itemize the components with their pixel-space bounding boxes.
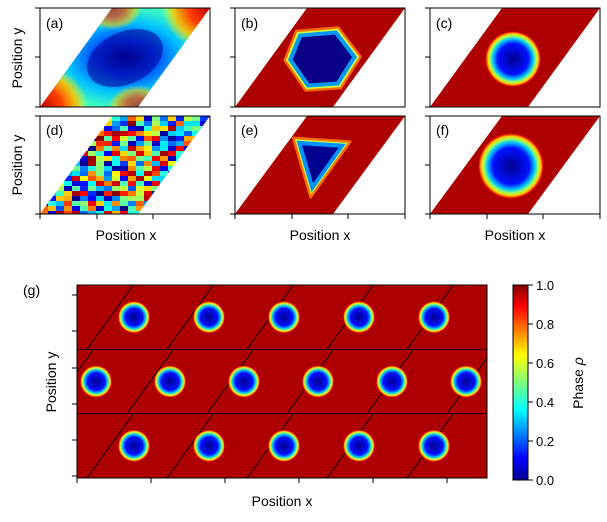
panel-b: (b) xyxy=(234,7,406,108)
cell-boundary xyxy=(0,349,13,413)
cell-boundary xyxy=(166,413,214,478)
panel-g: (g) xyxy=(0,282,607,479)
colorbar-label-text: Phase xyxy=(570,369,586,409)
panel-e: (e) xyxy=(234,115,406,215)
cell-boundary xyxy=(567,285,607,349)
panel-d: (d) xyxy=(39,115,211,215)
droplet xyxy=(193,429,225,462)
colorbar-tick-label: 0.2 xyxy=(536,434,554,449)
panel-c: (c) xyxy=(429,7,601,108)
droplet xyxy=(268,429,300,462)
panel-label-d: (d) xyxy=(46,122,63,138)
y-axis-label-g: Position y xyxy=(43,352,59,413)
panel-label-a: (a) xyxy=(46,15,63,31)
colorbar-tick-label: 0.6 xyxy=(536,356,554,371)
panel-label-f: (f) xyxy=(436,122,449,138)
colorbar-ticks: 0.0 0.2 0.4 0.6 0.8 1.0 xyxy=(528,278,554,488)
panel-label-c: (c) xyxy=(436,15,452,31)
x-axis-label-b: Position x xyxy=(290,227,351,243)
cell-boundary xyxy=(77,349,94,373)
droplet xyxy=(228,365,260,398)
colorbar-tick-label: 0.8 xyxy=(536,317,554,332)
x-axis-label-c: Position x xyxy=(485,227,546,243)
colorbar-symbol: ρ xyxy=(570,357,586,366)
x-axis-label-a: Position x xyxy=(96,227,157,243)
panel-f: (f) xyxy=(429,115,601,215)
colorbar-label: Phase ρ xyxy=(570,357,586,409)
droplet xyxy=(418,429,450,462)
droplet xyxy=(154,365,186,398)
colorbar-tick-label: 0.4 xyxy=(536,395,554,410)
colorbar-tick-label: 1.0 xyxy=(536,278,554,293)
droplet xyxy=(80,365,112,398)
colorbar-gradient xyxy=(512,284,529,481)
droplet xyxy=(376,365,408,398)
droplet xyxy=(343,429,375,462)
droplet xyxy=(118,301,150,334)
panel-label-g: (g) xyxy=(23,282,40,298)
cell-boundary xyxy=(567,414,607,478)
droplet xyxy=(343,301,375,334)
cell-boundary xyxy=(86,285,134,350)
colorbar-tick-label: 0.0 xyxy=(536,473,554,488)
top-panel-ticks xyxy=(35,7,601,219)
droplet-array xyxy=(80,301,482,462)
cell-boundary xyxy=(126,349,174,414)
panel-label-b: (b) xyxy=(241,15,258,31)
panel-label-e: (e) xyxy=(241,122,258,138)
droplet xyxy=(302,365,334,398)
cell-boundary xyxy=(166,285,214,350)
y-axis-label-top-row: Position y xyxy=(9,28,25,89)
cell-boundary xyxy=(7,414,53,478)
droplet xyxy=(268,301,300,334)
droplet xyxy=(193,301,225,334)
colorbar: 0.0 0.2 0.4 0.6 0.8 1.0 Phase ρ xyxy=(512,278,586,488)
droplet xyxy=(450,365,482,398)
cell-boundary xyxy=(86,413,134,478)
droplet xyxy=(418,301,450,334)
g-ticks xyxy=(72,294,448,483)
droplet xyxy=(118,429,150,462)
x-axis-label-g: Position x xyxy=(252,493,313,509)
y-axis-label-mid-row: Position y xyxy=(9,135,25,196)
